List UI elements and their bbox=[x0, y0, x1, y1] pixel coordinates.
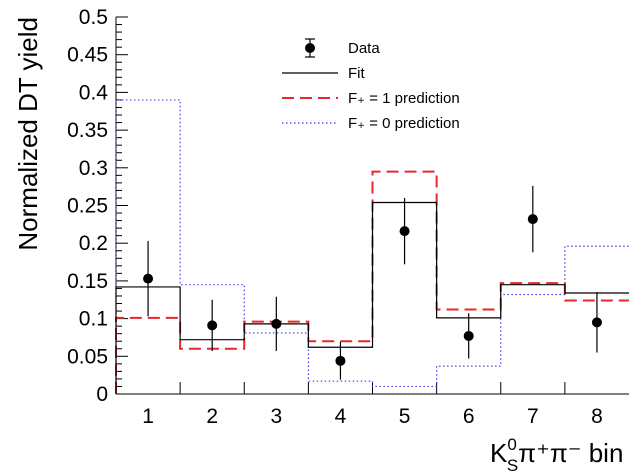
legend-data-label: Data bbox=[348, 40, 380, 57]
data-point bbox=[591, 292, 602, 353]
legend-label-0: Fit bbox=[348, 65, 365, 82]
fit-histogram bbox=[115, 201, 629, 394]
x-axis-title: K0 Sπ⁺π⁻ bin bbox=[490, 435, 623, 474]
data-point bbox=[271, 296, 282, 352]
data-marker bbox=[591, 317, 602, 328]
data-point bbox=[527, 185, 538, 253]
x-tick-label: 4 bbox=[335, 405, 347, 428]
y-tick-label: 0.3 bbox=[79, 157, 108, 180]
y-tick-label: 0.45 bbox=[67, 44, 108, 67]
legend-data-marker bbox=[305, 43, 315, 53]
x-tick-label: 8 bbox=[591, 405, 603, 428]
data-point bbox=[207, 299, 218, 352]
f-plus-0-histogram bbox=[115, 99, 629, 394]
legend: Data Fit F₊ = 1 prediction F₊ = 0 predictio… bbox=[282, 38, 460, 132]
x-tick-label: 6 bbox=[463, 405, 475, 428]
data-marker bbox=[335, 355, 346, 366]
y-tick-label: 0.25 bbox=[67, 195, 108, 218]
y-tick-label: 0.1 bbox=[79, 308, 108, 331]
y-tick-label: 0.05 bbox=[67, 345, 108, 368]
axis-titles: Normalized DT yield K0 Sπ⁺π⁻ bin bbox=[13, 17, 623, 474]
x-tick-label: 5 bbox=[399, 405, 411, 428]
data-point bbox=[335, 341, 346, 380]
x-tick-label: 3 bbox=[270, 405, 282, 428]
y-tick-label: 0 bbox=[96, 383, 108, 406]
x-tick-label: 7 bbox=[527, 405, 539, 428]
y-tick-label: 0.4 bbox=[79, 81, 109, 104]
y-tick-label: 0.5 bbox=[79, 6, 108, 29]
data-marker bbox=[271, 318, 282, 329]
legend-label-1: F₊ = 1 prediction bbox=[348, 90, 460, 107]
data-marker bbox=[463, 330, 474, 341]
data-point bbox=[143, 240, 154, 317]
data-marker bbox=[399, 226, 410, 237]
data-marker bbox=[207, 320, 218, 331]
legend-label-2: F₊ = 0 prediction bbox=[348, 115, 460, 132]
y-tick-label: 0.35 bbox=[67, 119, 108, 142]
y-tick-label: 0.15 bbox=[67, 270, 108, 293]
data-point bbox=[463, 313, 474, 359]
x-tick-label: 2 bbox=[206, 405, 218, 428]
data-marker bbox=[143, 273, 154, 284]
y-axis-title: Normalized DT yield bbox=[13, 17, 43, 251]
series-layer bbox=[115, 99, 629, 394]
f-plus-1-histogram bbox=[115, 170, 629, 394]
y-tick-label: 0.2 bbox=[79, 232, 108, 255]
data-marker bbox=[527, 214, 538, 225]
axes: 0 0.05 0.1 0.15 0.2 0.25 0.3 0.35 0.4 0.45 0.5 1 2 3 4… bbox=[67, 6, 629, 428]
x-tick-label: 1 bbox=[142, 405, 154, 428]
data-point bbox=[399, 197, 410, 265]
